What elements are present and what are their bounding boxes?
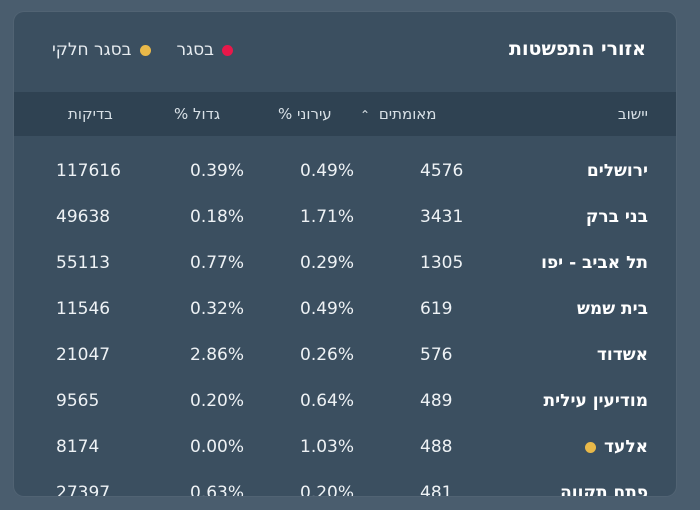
table-row[interactable]: ירושלים 4576 0.49% 0.39% 117616 <box>14 148 676 194</box>
city-cell: פתח תקווה <box>560 483 648 496</box>
confirmed-cell: 576 <box>420 345 453 365</box>
city-name: מודיעין עילית <box>543 391 648 411</box>
tests-cell: 27397 <box>56 483 111 496</box>
panel-title: אזורי התפשטות <box>509 38 646 60</box>
confirmed-cell: 1305 <box>420 253 464 273</box>
city-name: בני ברק <box>585 207 648 227</box>
city-name: אשדוד <box>596 345 648 365</box>
confirmed-cell: 4576 <box>420 161 464 181</box>
weekly-cell: 1.71% <box>300 207 355 227</box>
yellow-dot-icon <box>139 44 151 56</box>
weekly-cell: 0.26% <box>300 345 355 365</box>
column-header-growth[interactable]: % גדול <box>174 105 221 123</box>
growth-cell: 0.77% <box>190 253 245 273</box>
red-dot-icon <box>221 44 233 56</box>
legend-label-partial-lockdown: בסגר חלקי <box>52 40 132 60</box>
column-header-weekly[interactable]: % עירוני <box>278 105 332 123</box>
city-cell: בית שמש <box>577 299 648 319</box>
spread-areas-panel: אזורי התפשטות בסגר בסגר חלקי יישוב ⌃ מאו… <box>14 12 676 496</box>
weekly-cell: 0.20% <box>300 483 355 496</box>
tests-cell: 11546 <box>56 299 111 319</box>
column-header-tests[interactable]: בדיקות <box>68 105 113 123</box>
tests-cell: 55113 <box>56 253 111 273</box>
tests-cell: 49638 <box>56 207 111 227</box>
confirmed-cell: 619 <box>420 299 453 319</box>
growth-cell: 0.63% <box>190 483 245 496</box>
column-header-city[interactable]: יישוב <box>617 105 648 123</box>
weekly-cell: 1.03% <box>300 437 355 457</box>
table-row[interactable]: בית שמש 619 0.49% 0.32% 11546 <box>14 286 676 332</box>
city-name: תל אביב - יפו <box>541 253 648 273</box>
growth-cell: 0.20% <box>190 391 245 411</box>
panel-header: אזורי התפשטות בסגר בסגר חלקי <box>14 12 676 90</box>
confirmed-cell: 3431 <box>420 207 464 227</box>
column-header-confirmed[interactable]: ⌃ מאומתים <box>360 105 437 123</box>
status-dot-icon <box>585 441 597 453</box>
weekly-cell: 0.64% <box>300 391 355 411</box>
legend-item-partial-lockdown: בסגר חלקי <box>52 40 151 60</box>
tests-cell: 117616 <box>56 161 121 181</box>
city-cell: תל אביב - יפו <box>541 253 648 273</box>
chevron-up-icon: ⌃ <box>360 108 371 122</box>
city-cell: אלעד <box>585 437 648 457</box>
city-name: אלעד <box>604 437 648 457</box>
city-cell: מודיעין עילית <box>544 391 648 411</box>
tests-cell: 8174 <box>56 437 100 457</box>
growth-cell: 0.39% <box>190 161 245 181</box>
city-cell: ירושלים <box>587 161 648 181</box>
growth-cell: 0.18% <box>190 207 245 227</box>
tests-cell: 9565 <box>56 391 100 411</box>
table-row[interactable]: בני ברק 3431 1.71% 0.18% 49638 <box>14 194 676 240</box>
city-name: בית שמש <box>577 299 648 319</box>
legend: בסגר בסגר חלקי <box>52 40 233 60</box>
confirmed-header-label: מאומתים <box>378 105 437 123</box>
weekly-cell: 0.29% <box>300 253 355 273</box>
city-cell: אשדוד <box>597 345 648 365</box>
table-row[interactable]: פתח תקווה 481 0.20% 0.63% 27397 <box>14 470 676 496</box>
growth-cell: 0.00% <box>190 437 245 457</box>
legend-item-lockdown: בסגר <box>177 40 233 60</box>
weekly-cell: 0.49% <box>300 161 355 181</box>
city-name: ירושלים <box>586 161 648 181</box>
weekly-cell: 0.49% <box>300 299 355 319</box>
legend-label-lockdown: בסגר <box>176 40 214 60</box>
confirmed-cell: 488 <box>420 437 453 457</box>
growth-cell: 2.86% <box>190 345 245 365</box>
table-row[interactable]: תל אביב - יפו 1305 0.29% 0.77% 55113 <box>14 240 676 286</box>
confirmed-cell: 489 <box>420 391 453 411</box>
table-row[interactable]: מודיעין עילית 489 0.64% 0.20% 9565 <box>14 378 676 424</box>
table-header: יישוב ⌃ מאומתים % עירוני % גדול בדיקות <box>14 92 676 136</box>
city-name: פתח תקווה <box>560 483 648 496</box>
tests-cell: 21047 <box>56 345 111 365</box>
growth-cell: 0.32% <box>190 299 245 319</box>
city-cell: בני ברק <box>586 207 648 227</box>
table-row[interactable]: אלעד 488 1.03% 0.00% 8174 <box>14 424 676 470</box>
confirmed-cell: 481 <box>420 483 453 496</box>
table-row[interactable]: אשדוד 576 0.26% 2.86% 21047 <box>14 332 676 378</box>
